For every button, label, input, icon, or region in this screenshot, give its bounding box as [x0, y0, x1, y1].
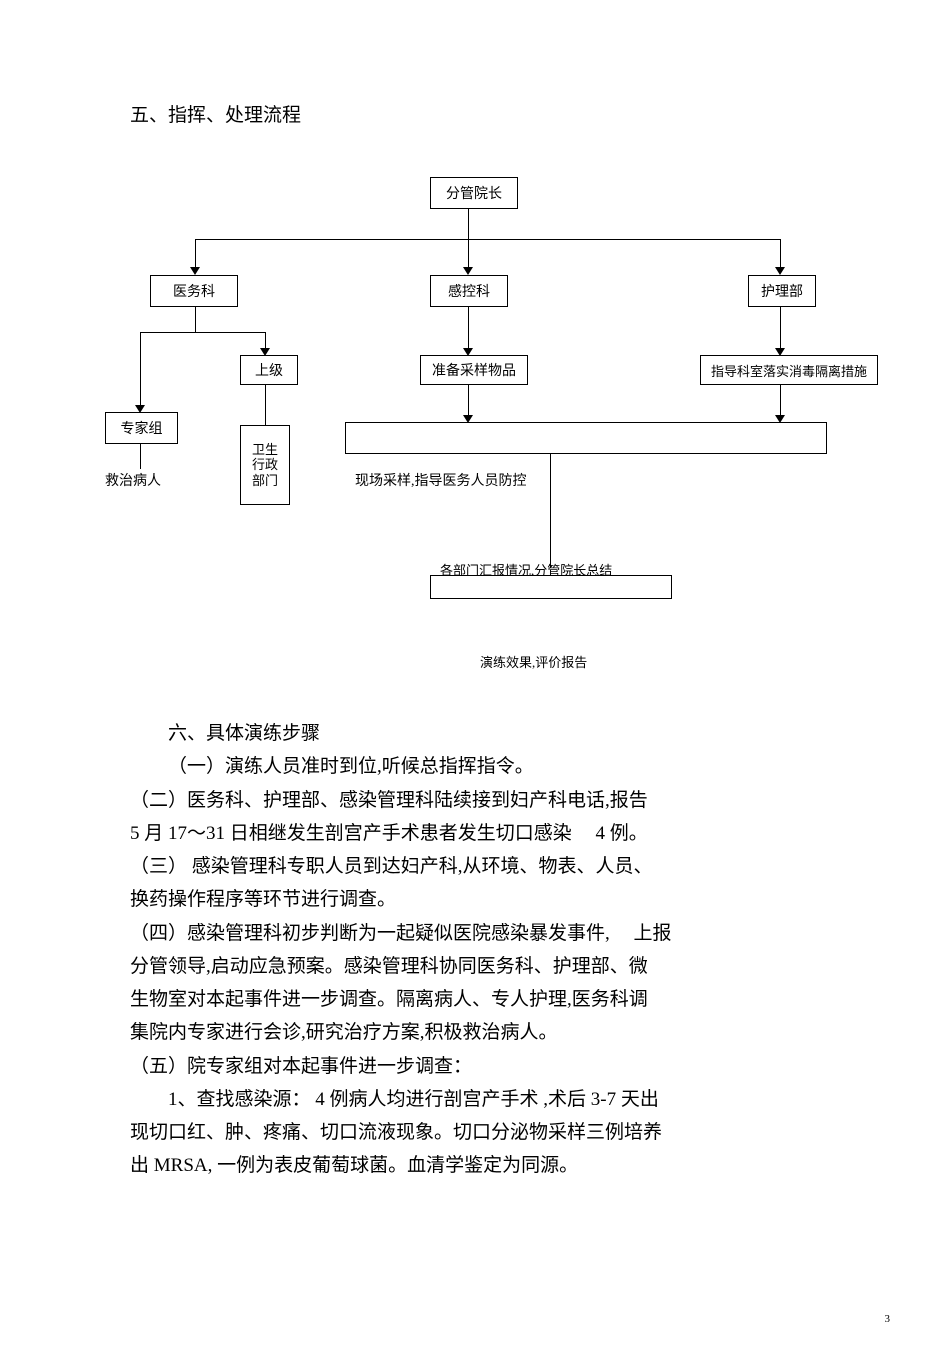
para-12: 现切口红、肿、疼痛、切口流液现象。切口分泌物采样三例培养 — [130, 1116, 830, 1149]
para-4: （三） 感染管理科专职人员到达妇产科,从环境、物表、人员、 — [130, 850, 830, 883]
empty-box-2 — [430, 575, 672, 599]
para-10: （五）院专家组对本起事件进一步调查： — [130, 1050, 830, 1083]
node-health: 卫生行政部门 — [240, 425, 290, 505]
empty-box-1 — [345, 422, 827, 454]
node-nursing: 护理部 — [748, 275, 816, 307]
text-treat: 救治病人 — [105, 470, 161, 490]
para-1: （一）演练人员准时到位,听候总指挥指令。 — [130, 750, 830, 783]
flowchart: 分管院长 医务科 感控科 护理部 上级 准备采样物品 指导科室落实消毒隔离措施 — [130, 177, 830, 677]
node-expert: 专家组 — [105, 412, 178, 444]
text-onsite: 现场采样,指导医务人员防控 — [355, 470, 527, 490]
text-report: 演练效果,评价报告 — [480, 652, 587, 671]
node-top: 分管院长 — [430, 177, 518, 209]
para-13: 出 MRSA, 一例为表皮葡萄球菌。血清学鉴定为同源。 — [130, 1149, 830, 1182]
section-title: 五、指挥、处理流程 — [130, 100, 830, 127]
node-guide: 指导科室落实消毒隔离措施 — [700, 355, 878, 385]
para-3: 5 月 17～31 日相继发生剖宫产手术患者发生切口感染 4 例。 — [130, 817, 830, 850]
node-infection: 感控科 — [430, 275, 508, 307]
node-medical: 医务科 — [150, 275, 238, 307]
para-2: （二）医务科、护理部、感染管理科陆续接到妇产科电话,报告 — [130, 784, 830, 817]
para-7: 分管领导,启动应急预案。感染管理科协同医务科、护理部、微 — [130, 950, 830, 983]
heading-6: 六、具体演练步骤 — [130, 717, 830, 750]
para-8: 生物室对本起事件进一步调查。隔离病人、专人护理,医务科调 — [130, 983, 830, 1016]
node-superior: 上级 — [240, 355, 298, 385]
page-number: 3 — [885, 1313, 891, 1325]
para-5: 换药操作程序等环节进行调查。 — [130, 883, 830, 916]
body-text: 六、具体演练步骤 （一）演练人员准时到位,听候总指挥指令。 （二）医务科、护理部… — [130, 717, 830, 1183]
node-sampling: 准备采样物品 — [420, 355, 528, 385]
para-11: 1、查找感染源： 4 例病人均进行剖宫产手术 ,术后 3-7 天出 — [130, 1083, 830, 1116]
para-6: （四）感染管理科初步判断为一起疑似医院感染暴发事件, 上报 — [130, 917, 830, 950]
para-9: 集院内专家进行会诊,研究治疗方案,积极救治病人。 — [130, 1016, 830, 1049]
